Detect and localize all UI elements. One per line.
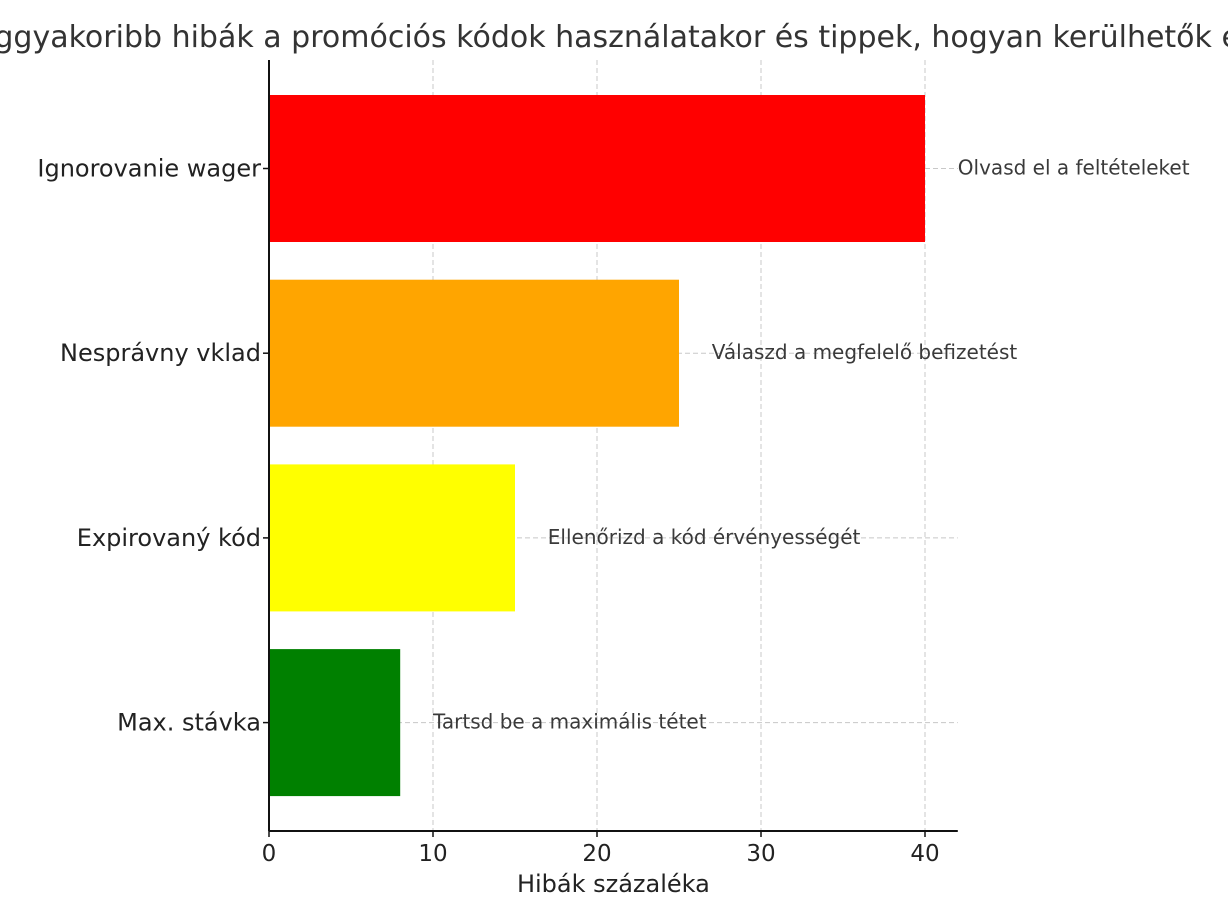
x-tick-labels: 0 10 20 30 40	[262, 831, 940, 867]
x-tick-label: 10	[418, 841, 447, 867]
x-tick-label: 40	[910, 841, 939, 867]
x-tick-label: 30	[746, 841, 775, 867]
x-axis-label: Hibák százaléka	[517, 870, 710, 898]
bar	[269, 649, 401, 797]
x-tick-label: 20	[582, 841, 611, 867]
annotation-label: Válaszd a megfelelő befizetést	[712, 340, 1018, 364]
axes	[268, 60, 958, 832]
bar	[269, 279, 679, 427]
y-tick-label: Max. stávka	[117, 709, 261, 737]
bar	[269, 464, 515, 612]
annotation-label: Tartsd be a maximális tétet	[432, 710, 707, 734]
annotation-label: Olvasd el a feltételeket	[958, 156, 1190, 180]
y-tick-label: Ignorovanie wager	[37, 155, 261, 183]
y-tick-label: Expirovaný kód	[77, 524, 261, 552]
x-tick-label: 0	[262, 841, 277, 867]
y-tick-label: Nesprávny vklad	[60, 339, 261, 367]
chart-title: Leggyakoribb hibák a promóciós kódok has…	[0, 20, 1228, 55]
bar	[269, 95, 925, 242]
y-tick-labels: Ignorovanie wager Nesprávny vklad Expirova…	[37, 155, 269, 737]
annotation-label: Ellenőrizd a kód érvényességét	[548, 525, 861, 549]
annotations: Olvasd el a feltételeket Válaszd a megfel…	[432, 156, 1190, 734]
bars	[269, 95, 925, 797]
